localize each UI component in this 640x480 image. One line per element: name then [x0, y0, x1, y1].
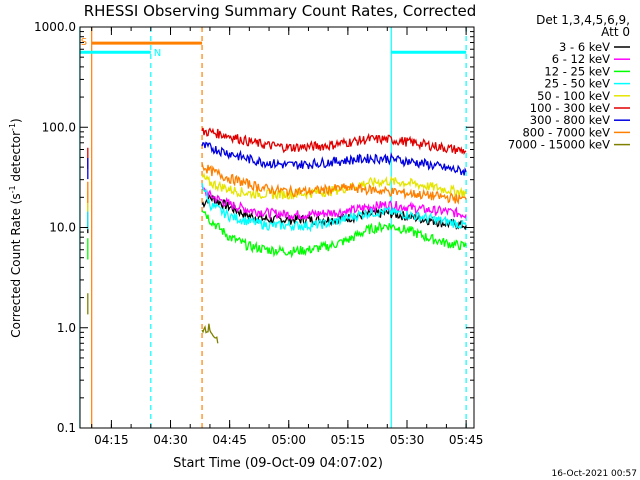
legend-header-line1: Det 1,3,4,5,6,9, — [536, 13, 630, 27]
legend-entry-label: 25 - 50 keV — [544, 77, 610, 91]
y-axis-label-mid: detector — [9, 131, 23, 186]
y-tick-label: 0.1 — [57, 421, 76, 435]
series-line — [87, 141, 467, 180]
legend-header-line2: Att 0 — [601, 25, 630, 39]
interval-label: N — [154, 48, 161, 59]
x-tick-label: 04:45 — [212, 433, 247, 447]
legend-entry-label: 3 - 6 keV — [559, 40, 610, 54]
y-tick-label: 1000.0 — [34, 20, 76, 34]
legend-entry-label: 50 - 100 keV — [537, 89, 610, 103]
y-axis-label-end: ) — [9, 118, 23, 123]
y-axis-label-main: Corrected Count Rate (s — [9, 193, 23, 337]
legend-entry-label: 100 - 300 keV — [530, 101, 610, 115]
x-tick-label: 05:00 — [271, 433, 306, 447]
x-tick-label: 05:45 — [449, 433, 484, 447]
legend-entry-label: 6 - 12 keV — [552, 52, 610, 66]
plot-area: SN — [79, 27, 467, 428]
legend-entry-label: 7000 - 15000 keV — [508, 138, 610, 152]
legend-entry-label: 800 - 7000 keV — [522, 125, 610, 139]
y-tick-label: 1.0 — [57, 321, 76, 335]
x-tick-label: 04:30 — [153, 433, 188, 447]
x-tick-label: 04:15 — [94, 433, 129, 447]
y-axis-label: Corrected Count Rate (s-1 detector-1) — [8, 118, 23, 337]
x-tick-label: 05:15 — [331, 433, 366, 447]
y-axis-label-sup1: -1 — [8, 185, 17, 193]
y-tick-label: 10.0 — [49, 221, 76, 235]
legend-entry-label: 12 - 25 keV — [544, 64, 610, 78]
series-line — [87, 182, 467, 233]
y-axis-label-sup2: -1 — [8, 123, 17, 131]
footer-timestamp: 16-Oct-2021 00:57 — [552, 469, 637, 479]
axes: 04:15 04:30 04:45 05:00 05:15 05:30 05:45 0.1 1.… — [34, 20, 483, 447]
legend-entry-label: 300 - 800 keV — [530, 113, 610, 127]
series-line — [87, 163, 467, 205]
series-line — [87, 293, 219, 344]
plot-frame — [79, 26, 475, 429]
y-tick-label: 100.0 — [42, 120, 76, 134]
x-tick-label: 05:30 — [390, 433, 425, 447]
series-line — [87, 210, 467, 260]
chart-title: RHESSI Observing Summary Count Rates, Co… — [84, 2, 477, 20]
x-axis-label: Start Time (09-Oct-09 04:07:02) — [173, 456, 383, 471]
